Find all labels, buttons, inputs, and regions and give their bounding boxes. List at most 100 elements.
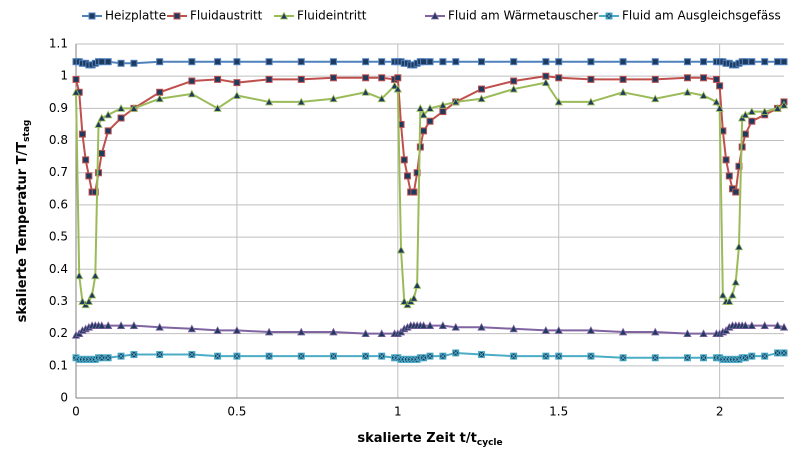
marker-cross [542,352,550,360]
marker-cross [420,354,427,362]
legend-label: Heizplatte [105,9,166,23]
data-point [390,81,399,90]
x-tick-label: 0.5 [227,405,246,419]
data-point [731,277,740,286]
marker-cross [684,354,691,362]
data-point [555,58,563,66]
data-point [761,58,769,66]
data-point [773,104,782,112]
marker-cross [439,352,447,360]
marker-cross [297,352,305,360]
marker-cross [619,354,627,362]
x-tick-label: 2 [716,405,724,419]
data-point [155,94,164,103]
data-point [452,58,460,66]
data-point [779,322,789,331]
data-point [774,58,782,66]
data-point [265,75,273,83]
y-tick-label: 0.7 [49,165,68,179]
data-point [510,58,518,66]
marker-cross [510,352,518,360]
data-point [264,327,274,336]
data-point [91,271,100,280]
x-tick-label: 1 [394,405,402,419]
marker-cross [774,349,781,357]
data-point [477,85,485,93]
data-point [396,245,406,254]
legend-label: Fluid am Ausgleichsgefäss [622,9,781,23]
data-point [715,104,724,112]
data-point [700,58,708,66]
data-point [232,91,242,99]
marker-cross [700,354,707,362]
data-point [116,321,126,329]
data-point [419,321,428,329]
x-axis-label: skalierte Zeit t/tcycle [357,431,502,448]
data-point [361,87,370,96]
data-point [554,97,563,106]
x-tick-label: 0 [72,405,80,419]
legend-label: Fluideintritt [297,9,367,23]
data-point [329,74,337,82]
data-point [393,84,402,93]
marker-cross [742,354,749,362]
y-tick-label: 0.2 [49,326,68,340]
data-point [586,97,596,106]
data-point [651,75,659,83]
marker-cross [130,351,138,358]
data-point [129,104,139,112]
data-point [700,74,708,82]
legend-marker [88,12,96,20]
data-point [213,104,222,112]
legend-marker [173,12,181,20]
data-point [214,58,222,66]
data-point [78,130,86,138]
data-point [760,107,769,115]
y-tick-label: 1.1 [49,37,68,51]
data-point [265,58,273,66]
data-point [425,321,435,329]
data-point [213,326,222,334]
data-point [747,107,756,115]
legend-marker [279,11,289,20]
data-point [116,104,126,112]
data-point [477,322,486,331]
data-point [232,326,242,334]
data-point [130,59,138,67]
data-point [214,75,222,83]
data-point [618,327,628,336]
marker-cross [651,354,659,362]
y-tick-label: 0.3 [49,294,68,308]
data-point [84,297,94,305]
data-point [587,58,595,66]
data-point [98,149,106,157]
data-point [722,156,730,164]
marker-cross [452,349,460,357]
marker-cross [233,352,241,360]
marker-cross [748,352,756,360]
data-point [741,58,749,66]
data-point [97,321,106,329]
data-point [773,321,782,329]
y-tick-label: 0.8 [49,133,68,147]
data-point [188,77,196,85]
data-point [509,84,518,93]
data-point [426,58,434,66]
data-point [699,329,708,338]
data-point [618,87,628,96]
data-point [477,58,485,66]
marker-cross [104,354,112,362]
marker-cross [214,352,221,360]
marker-cross [98,354,106,362]
data-point [683,58,691,66]
y-tick-label: 0.1 [49,358,68,372]
data-point [477,94,486,103]
data-point [741,130,749,138]
data-point [760,321,769,329]
data-point [233,79,241,87]
data-point [619,75,627,83]
data-point [362,74,370,82]
data-point [734,242,744,251]
data-point [297,327,306,336]
legend-label: Fluidaustritt [190,9,263,23]
